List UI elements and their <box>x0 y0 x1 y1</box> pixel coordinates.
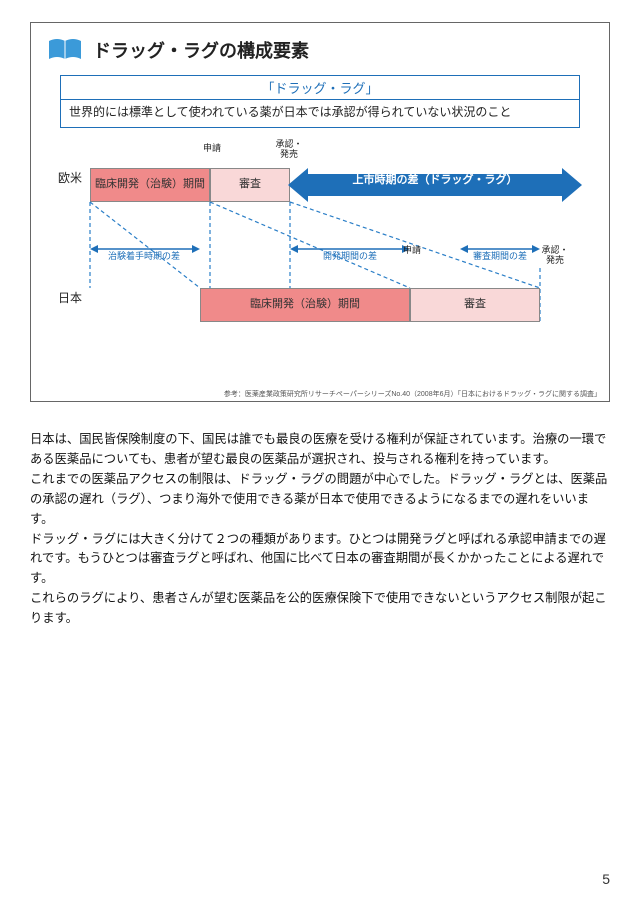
us-review-bar: 審査 <box>210 168 290 202</box>
row-label-us: 欧米 <box>58 172 82 185</box>
body-text: 日本は、国民皆保険制度の下、国民は誰でも最良の医療を受ける権利が保証されています… <box>30 430 610 629</box>
definition-box: 「ドラッグ・ラグ」 世界的には標準として使われている薬が日本では承認が得られてい… <box>60 75 580 128</box>
jp-review-label: 審査 <box>464 298 486 311</box>
jp-approve-label: 承認・発売 <box>538 246 572 266</box>
jp-dev-bar: 臨床開発（治験）期間 <box>200 288 410 322</box>
us-apply-label: 申請 <box>202 144 222 154</box>
paragraph-4: これらのラグにより、患者さんが望む医薬品を公的医療保険下で使用できないというアク… <box>30 589 610 629</box>
slide-container: ドラッグ・ラグの構成要素 「ドラッグ・ラグ」 世界的には標準として使われている薬… <box>30 22 610 402</box>
source-note: 参考：医薬産業政策研究所リサーチペーパーシリーズNo.40（2008年6月）「日… <box>224 389 601 399</box>
chart-area: 欧米 日本 臨床開発（治験）期間 審査 申請 承認・発売 上市時期の差（ドラッグ… <box>60 138 580 338</box>
lag-arrow-text: 上市時期の差（ドラッグ・ラグ） <box>340 174 530 188</box>
row-label-jp: 日本 <box>58 292 82 305</box>
definition-head: 「ドラッグ・ラグ」 <box>61 76 579 100</box>
diff-dev-text: 開発期間の差 <box>314 252 386 262</box>
slide-title-row: ドラッグ・ラグの構成要素 <box>31 23 609 71</box>
us-dev-label: 臨床開発（治験）期間 <box>95 178 205 191</box>
us-dev-bar: 臨床開発（治験）期間 <box>90 168 210 202</box>
slide-title: ドラッグ・ラグの構成要素 <box>93 37 309 63</box>
definition-body: 世界的には標準として使われている薬が日本では承認が得られていない状況のこと <box>61 100 579 127</box>
jp-apply-label: 申請 <box>402 246 422 256</box>
jp-review-bar: 審査 <box>410 288 540 322</box>
paragraph-1: 日本は、国民皆保険制度の下、国民は誰でも最良の医療を受ける権利が保証されています… <box>30 430 610 470</box>
paragraph-3: ドラッグ・ラグには大きく分けて２つの種類があります。ひとつは開発ラグと呼ばれる承… <box>30 530 610 590</box>
us-review-label: 審査 <box>239 178 261 191</box>
diff-review-text: 審査期間の差 <box>464 252 536 262</box>
diff-start-text: 治験着手時期の差 <box>108 252 180 262</box>
us-approve-label: 承認・発売 <box>274 140 304 160</box>
page-number: 5 <box>602 871 610 887</box>
jp-dev-label: 臨床開発（治験）期間 <box>250 298 360 311</box>
paragraph-2: これまでの医薬品アクセスの制限は、ドラッグ・ラグの問題が中心でした。ドラッグ・ラ… <box>30 470 610 530</box>
book-icon <box>47 37 83 63</box>
